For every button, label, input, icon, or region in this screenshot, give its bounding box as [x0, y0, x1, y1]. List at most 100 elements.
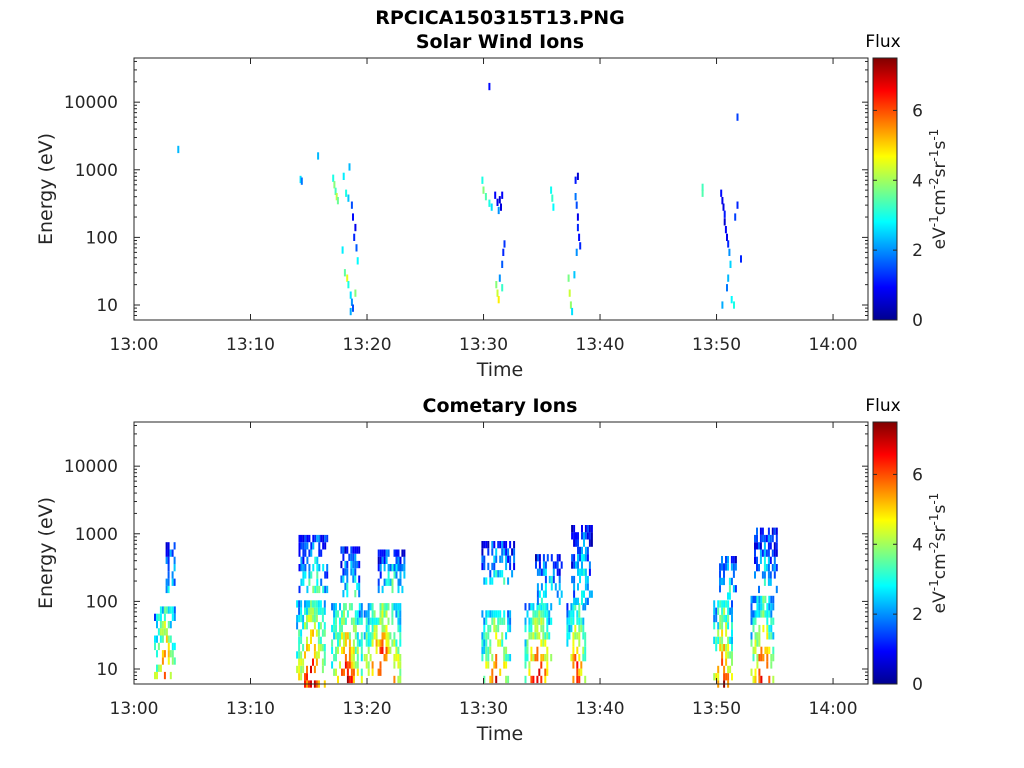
- flux-cell: [491, 675, 494, 684]
- flux-cell: [367, 610, 370, 618]
- flux-cell: [767, 571, 770, 579]
- flux-cell: [401, 585, 404, 594]
- flux-cell: [395, 646, 398, 654]
- flux-cell: [754, 646, 757, 654]
- flux-cell: [573, 597, 576, 605]
- flux-cell: [769, 556, 772, 564]
- flux-cell: [756, 603, 759, 611]
- flux-cell: [534, 617, 537, 625]
- flux-cell: [719, 577, 721, 586]
- flux-cell: [767, 542, 770, 550]
- flux-cell: [165, 635, 168, 643]
- flux-cell: [713, 673, 716, 681]
- flux-cell: [752, 675, 755, 684]
- flux-cell: [377, 556, 380, 564]
- flux-cell: [566, 632, 569, 640]
- flux-cell: [300, 607, 303, 615]
- flux-cell: [578, 632, 581, 640]
- flux-cell: [316, 564, 319, 572]
- flux-cell: [773, 571, 776, 579]
- flux-cell: [497, 541, 500, 549]
- flux-cell: [491, 654, 494, 662]
- flux-cell: [385, 639, 388, 647]
- flux-cell: [356, 546, 359, 554]
- flux-cell: [546, 603, 549, 611]
- flux-cell: [571, 554, 574, 562]
- flux-cell: [399, 661, 402, 669]
- flux-cell: [540, 675, 543, 684]
- flux-cell: [300, 658, 303, 666]
- flux-cell: [489, 610, 492, 618]
- flux-cell: [375, 632, 378, 640]
- flux-cell: [583, 554, 585, 562]
- flux-cell: [385, 556, 388, 564]
- flux-cell: [544, 675, 547, 684]
- flux-cell: [377, 585, 380, 594]
- flux-cell: [552, 561, 555, 569]
- flux-cell: [752, 617, 755, 625]
- flux-cell: [767, 527, 770, 535]
- flux-cell: [552, 575, 555, 584]
- flux-cell: [391, 639, 394, 647]
- flux-cell: [167, 657, 170, 665]
- flux-cell: [350, 553, 353, 561]
- flux-cell: [758, 654, 761, 662]
- flux-cell: [321, 629, 324, 637]
- flux-cell: [363, 654, 366, 662]
- flux-cell: [588, 525, 591, 533]
- flux-cell: [767, 549, 770, 557]
- flux-cell: [766, 632, 769, 640]
- flux-cell: [725, 644, 728, 652]
- flux-cell: [509, 555, 512, 563]
- flux-cell: [399, 624, 402, 633]
- flux-cell: [315, 607, 318, 615]
- flux-cell: [758, 595, 761, 604]
- flux-cell: [493, 661, 496, 669]
- flux-cell: [573, 561, 576, 569]
- flux-cell: [367, 624, 370, 633]
- flux-cell: [385, 610, 388, 618]
- flux-cell: [167, 564, 170, 572]
- flux-cell: [356, 632, 359, 640]
- flux-cell: [731, 651, 733, 659]
- flux-cell: [391, 617, 394, 625]
- flux-cell: [321, 658, 324, 666]
- flux-cell: [532, 617, 535, 625]
- flux-cell: [546, 617, 549, 625]
- flux-cell: [770, 595, 773, 604]
- flux-cell: [169, 671, 172, 680]
- flux-cell: [574, 176, 577, 184]
- flux-cell: [532, 675, 535, 684]
- flux-cell: [722, 203, 725, 211]
- flux-cell: [546, 610, 549, 618]
- flux-cell: [346, 610, 349, 618]
- flux-cell: [754, 668, 757, 676]
- flux-cell: [489, 639, 492, 647]
- flux-cell: [161, 621, 164, 629]
- flux-cell: [750, 595, 753, 604]
- flux-cell: [343, 639, 345, 647]
- flux-cell: [483, 646, 486, 654]
- flux-cell: [577, 546, 579, 555]
- flux-cell: [584, 639, 587, 647]
- flux-cell: [375, 617, 378, 625]
- flux-cell: [586, 546, 589, 555]
- flux-cell: [568, 610, 571, 618]
- flux-cell: [350, 646, 353, 654]
- flux-cell: [296, 651, 299, 659]
- flux-cell: [316, 585, 319, 594]
- flux-cell: [758, 675, 761, 684]
- flux-cell: [503, 541, 506, 549]
- flux-cell: [572, 632, 575, 640]
- flux-cell: [578, 668, 581, 676]
- flux-cell: [505, 632, 508, 640]
- flux-cell: [340, 575, 343, 583]
- flux-cell: [723, 644, 726, 652]
- flux-cell: [536, 554, 539, 562]
- flux-cell: [399, 632, 402, 640]
- flux-cell: [165, 628, 168, 636]
- flux-cell: [300, 556, 303, 564]
- flux-cell: [314, 534, 317, 543]
- flux-cell: [575, 561, 577, 569]
- flux-cell: [584, 675, 587, 684]
